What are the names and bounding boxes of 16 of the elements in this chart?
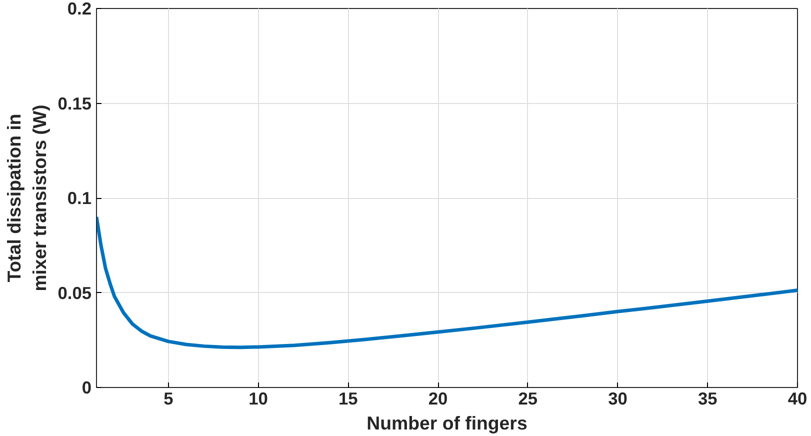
y-tick-label: 0.2 <box>67 0 92 18</box>
x-tick-label: 40 <box>788 388 808 408</box>
y-tick-label: 0.1 <box>67 188 92 208</box>
y-axis-title: Total dissipation in mixer transistors (W) <box>4 104 50 292</box>
x-tick-label: 25 <box>518 388 538 408</box>
x-tick-label: 10 <box>248 388 268 408</box>
x-tick-label: 35 <box>698 388 718 408</box>
x-tick-label: 20 <box>428 388 448 408</box>
x-tick-label: 5 <box>164 388 174 408</box>
y-tick-label: 0 <box>82 378 92 398</box>
x-tick-label: 15 <box>338 388 358 408</box>
y-tick-label: 0.05 <box>58 282 92 303</box>
y-tick-label: 0.15 <box>58 93 92 114</box>
line-series <box>96 215 798 350</box>
x-tick-label: 30 <box>608 388 628 408</box>
x-axis-title: Number of fingers <box>366 412 528 434</box>
